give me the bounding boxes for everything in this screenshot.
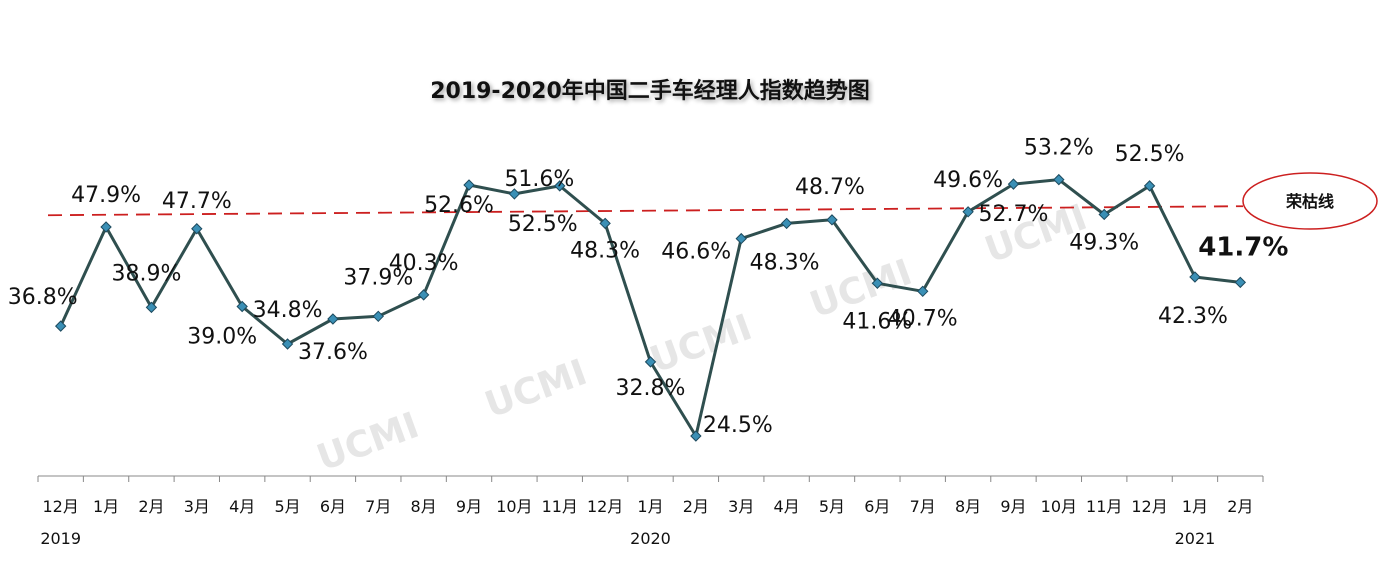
data-label: 24.5% [703, 413, 773, 438]
data-label: 52.7% [979, 202, 1049, 227]
x-tick-label: 1月 [1182, 497, 1208, 516]
data-point [1053, 173, 1065, 186]
x-tick-label: 4月 [774, 497, 800, 516]
year-labels: 2019 2020 2021 [40, 529, 1215, 548]
data-point [644, 356, 657, 368]
data-label: 49.6% [933, 168, 1003, 193]
x-tick-label: 5月 [274, 497, 300, 516]
data-point [554, 180, 566, 192]
data-label: 48.3% [750, 250, 820, 275]
data-label: 39.0% [187, 324, 257, 349]
x-tick-label: 2月 [683, 497, 709, 516]
watermark-text: UCMI [312, 405, 425, 479]
data-label: 52.5% [1115, 142, 1185, 167]
x-tick-label: 10月 [496, 497, 532, 516]
data-label: 46.6% [661, 240, 731, 265]
data-point [281, 338, 294, 350]
data-point [917, 285, 929, 298]
x-axis-ticks [37, 476, 1264, 482]
x-tick-label: 9月 [456, 497, 482, 516]
data-label: 40.7% [888, 306, 958, 331]
chart-title: 2019-2020年中国二手车经理人指数趋势图 [430, 78, 870, 104]
x-tick-label: 3月 [728, 497, 754, 516]
data-point [780, 217, 793, 230]
data-label: 38.9% [111, 261, 181, 286]
x-tick-label: 8月 [411, 497, 437, 516]
data-point [100, 221, 112, 233]
reference-legend-ellipse [1242, 172, 1378, 230]
x-tick-label: 12月 [42, 497, 78, 516]
data-point [145, 301, 158, 314]
year-label: 2021 [1175, 529, 1216, 548]
data-label: 37.9% [343, 265, 413, 290]
x-tick-label: 10月 [1041, 497, 1077, 516]
data-point [372, 310, 384, 323]
x-tick-label: 11月 [1086, 497, 1122, 516]
data-label: 52.5% [508, 212, 578, 237]
data-point [508, 188, 521, 200]
x-tick-label: 4月 [229, 497, 255, 516]
x-tick-label: 1月 [637, 497, 663, 516]
x-tick-label: 6月 [320, 497, 346, 516]
x-tick-label: 12月 [1131, 497, 1167, 516]
data-point [599, 217, 611, 230]
data-point [1234, 276, 1247, 289]
x-tick-label: 11月 [542, 497, 578, 516]
data-label: 36.8% [8, 285, 78, 310]
data-point [191, 223, 203, 235]
data-labels: 36.8% 47.9% 38.9% 47.7% 39.0%34.8% 37.6% 37.9%… [8, 136, 1289, 438]
data-label: 32.8% [616, 376, 686, 401]
x-tick-label: 2月 [1227, 497, 1253, 516]
x-tick-labels: 12月 1月 2月 3月 4月 5月 6月 7月 8月 9月 10月 11月 12月 1月 2月 3月 4月 5月… [42, 497, 1253, 516]
data-point [236, 300, 248, 313]
data-label: 37.6% [298, 340, 368, 365]
reference-line [47, 205, 1244, 217]
data-point [1007, 178, 1020, 190]
x-tick-label: 1月 [93, 497, 119, 516]
data-label: 47.7% [162, 189, 232, 214]
data-label: 47.9% [71, 183, 141, 208]
data-label: 48.3% [570, 238, 640, 263]
year-label: 2020 [630, 529, 671, 548]
x-tick-label: 7月 [365, 497, 391, 516]
data-label: 34.8% [253, 298, 323, 323]
x-tick-label: 8月 [955, 497, 981, 516]
data-point [463, 179, 475, 191]
x-tick-label: 2月 [138, 497, 164, 516]
x-tick-label: 7月 [910, 497, 936, 516]
data-label: 51.6% [504, 167, 574, 192]
watermark-text: UCMI [480, 352, 593, 426]
data-label: 53.2% [1024, 136, 1094, 161]
x-tick-label: 5月 [819, 497, 845, 516]
data-point [54, 320, 67, 332]
data-point [826, 214, 838, 226]
year-label: 2019 [40, 529, 81, 548]
watermark-text: UCMI [645, 307, 758, 381]
data-label: 40.3% [389, 251, 459, 276]
x-tick-label: 3月 [184, 497, 210, 516]
data-label: 48.7% [795, 175, 865, 200]
data-label: 41.7% [1198, 232, 1288, 262]
x-tick-label: 12月 [587, 497, 623, 516]
data-label: 52.6% [424, 193, 494, 218]
data-label: 41.6% [842, 309, 912, 334]
data-label: 42.3% [1158, 304, 1228, 329]
data-point [327, 313, 339, 325]
data-point [690, 430, 702, 442]
data-markers [54, 173, 1247, 442]
data-point [1143, 180, 1156, 192]
data-point [417, 289, 430, 301]
data-point [962, 206, 974, 218]
data-point [1189, 271, 1201, 283]
data-point [871, 277, 884, 289]
data-point [735, 232, 747, 245]
reference-legend: 荣枯线 [1242, 172, 1378, 230]
x-tick-label: 9月 [1000, 497, 1026, 516]
x-tick-label: 6月 [864, 497, 890, 516]
reference-legend-label: 荣枯线 [1285, 192, 1334, 211]
data-point [1098, 208, 1110, 221]
data-label: 49.3% [1069, 230, 1139, 255]
